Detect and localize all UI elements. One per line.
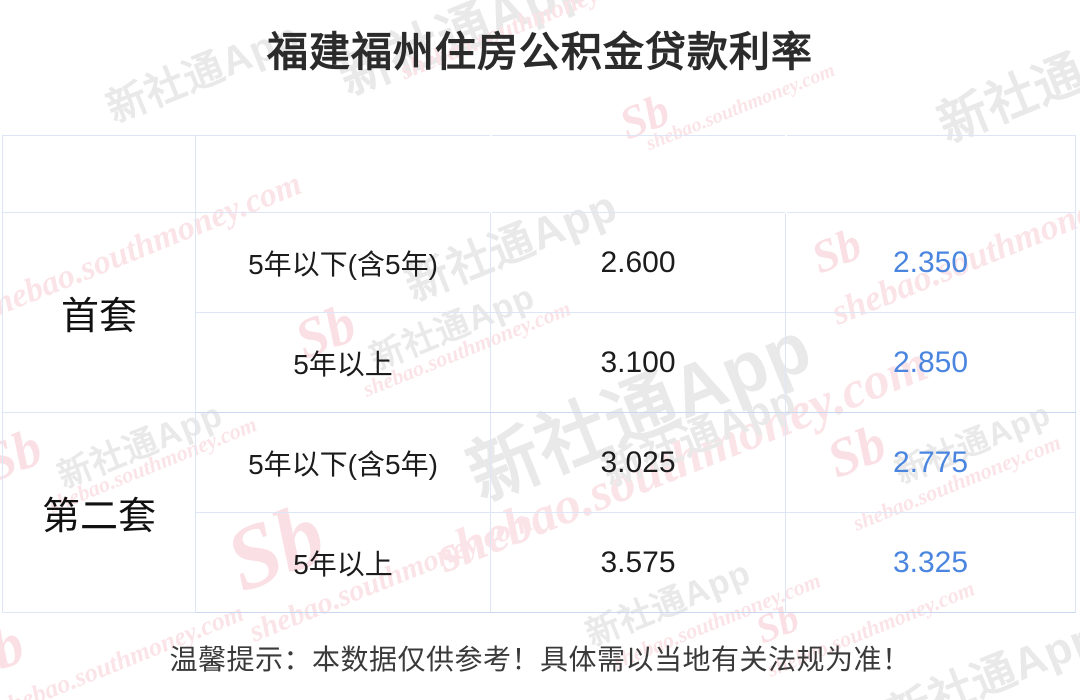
column-header-term: 项目: [195, 135, 491, 213]
after-rate-cell: 3.325: [785, 512, 1076, 613]
column-header-after-rate: 调整后利率: [784, 135, 1076, 213]
rate-table-container: 项目 调整前利率 调整后利率 首套 5年以下(含5年) 2.600 2.350 …: [2, 135, 1076, 613]
group-label-cell: 第二套: [2, 412, 196, 613]
disclaimer-note: 温馨提示：本数据仅供参考！具体需以当地有关法规为准！: [169, 644, 911, 675]
term-cell: 5年以下(含5年): [195, 212, 491, 313]
table-row: 5年以上 3.100 2.850: [3, 312, 1076, 413]
column-header-group: [2, 135, 196, 213]
after-rate-cell: 2.350: [785, 212, 1076, 313]
term-cell: 5年以下(含5年): [195, 412, 491, 513]
table-row: 第二套 5年以下(含5年) 3.025 2.775: [2, 412, 1076, 613]
group-label-cell: 首套: [2, 212, 196, 413]
before-rate-cell: 2.600: [490, 212, 786, 313]
table-header-row: 项目 调整前利率 调整后利率: [2, 135, 1076, 213]
term-cell: 5年以上: [195, 512, 491, 613]
column-header-before-rate: 调整前利率: [489, 135, 787, 213]
page-title: 福建福州住房公积金贷款利率: [267, 29, 813, 75]
before-rate-cell: 3.025: [490, 412, 786, 513]
term-cell: 5年以上: [195, 312, 491, 413]
table-head: 项目 调整前利率 调整后利率: [2, 135, 1076, 213]
before-rate-cell: 3.575: [490, 512, 786, 613]
rate-table: 项目 调整前利率 调整后利率 首套 5年以下(含5年) 2.600 2.350 …: [2, 135, 1076, 613]
table-row: 5年以上 3.575 3.325: [3, 512, 1076, 613]
after-rate-cell: 2.850: [785, 312, 1076, 413]
table-body: 首套 5年以下(含5年) 2.600 2.350 5年以上 3.100 2.85…: [2, 212, 1076, 613]
after-rate-cell: 2.775: [785, 412, 1076, 513]
before-rate-cell: 3.100: [490, 312, 786, 413]
table-row: 首套 5年以下(含5年) 2.600 2.350: [2, 212, 1076, 413]
